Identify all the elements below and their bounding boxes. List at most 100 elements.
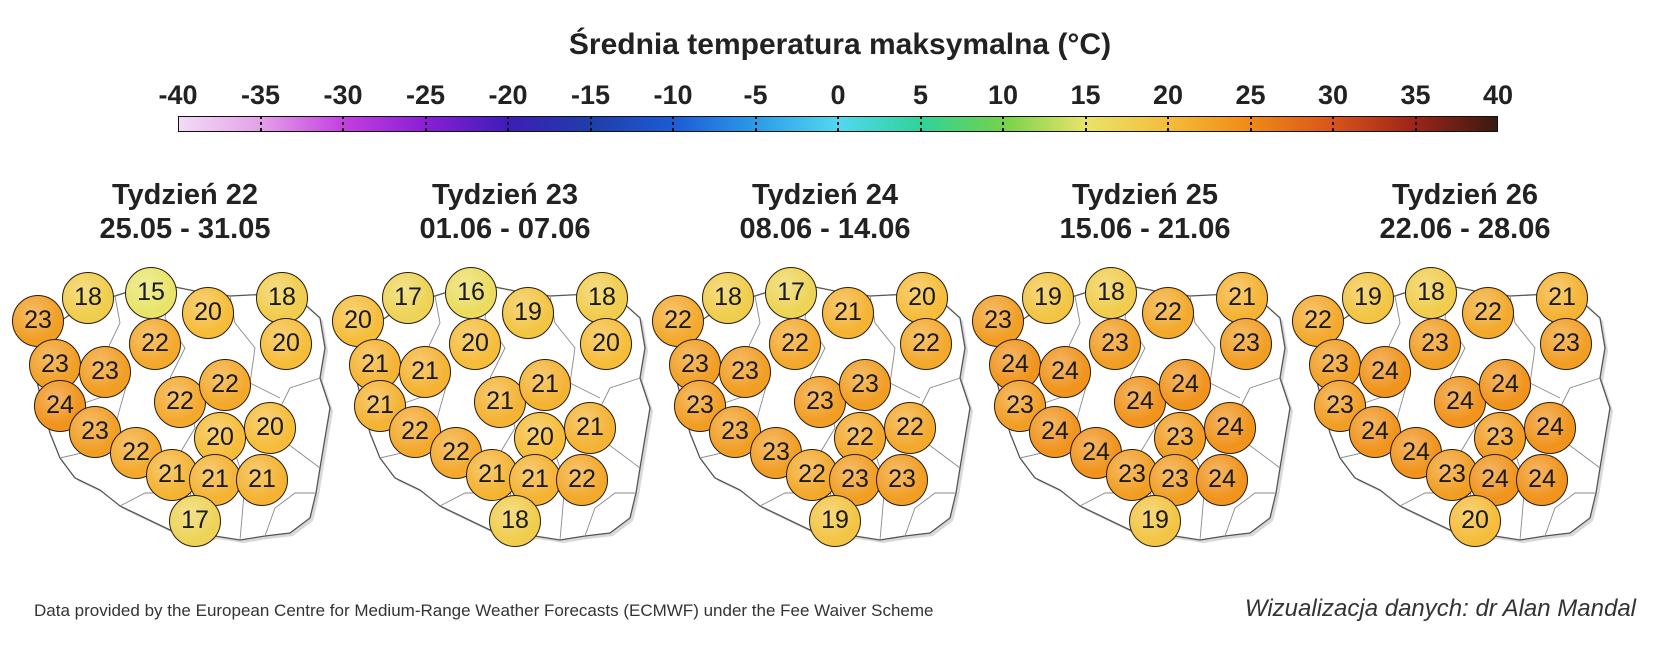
- colorbar-tick-label: -30: [323, 80, 363, 110]
- temperature-marker: 20: [244, 402, 296, 454]
- temperature-marker: 18: [1085, 267, 1137, 319]
- temperature-marker: 22: [199, 359, 251, 411]
- temperature-marker: 17: [169, 495, 221, 547]
- colorbar-tick-label: 30: [1317, 80, 1349, 110]
- data-source-note: Data provided by the European Centre for…: [34, 601, 934, 620]
- temperature-marker: 21: [466, 449, 518, 501]
- week-map-panel: Tydzień 23 01.06 - 07.06 17 16 18 20 19 20 20 21 2…: [332, 178, 670, 578]
- colorbar-tick-labels: -40 -35 -30 -25 -20 -15 -10 -5 0 5 10 15 20 25 30 35 40: [0, 0, 1680, 116]
- temperature-marker: 22: [1462, 287, 1514, 339]
- temperature-marker: 20: [1449, 495, 1501, 547]
- temperature-marker: 24: [1434, 376, 1486, 428]
- temperature-marker: 19: [1342, 272, 1394, 324]
- colorbar-tick-mark: [837, 116, 839, 132]
- colorbar-tick-mark: [919, 116, 922, 132]
- temperature-marker: 22: [129, 318, 181, 370]
- region-border: [264, 492, 316, 537]
- temperature-marker: 22: [154, 376, 206, 428]
- colorbar-tick-label: -20: [488, 80, 528, 110]
- colorbar-tick-mark: [1332, 116, 1334, 132]
- temperature-marker: 23: [719, 346, 771, 398]
- temperature-marker: 20: [580, 318, 632, 370]
- temperature-marker: 22: [900, 318, 952, 370]
- temperature-marker: 18: [62, 272, 114, 324]
- temperature-marker: 17: [382, 272, 434, 324]
- temperature-marker: 22: [1142, 287, 1194, 339]
- colorbar-tick-mark: [424, 116, 427, 132]
- temperature-marker: 20: [260, 318, 312, 370]
- week-dates: 25.05 - 31.05: [99, 213, 271, 245]
- temperature-marker: 23: [1149, 454, 1201, 506]
- temperature-marker: 22: [786, 449, 838, 501]
- temperature-marker: 18: [489, 495, 541, 547]
- temperature-marker: 24: [1039, 346, 1091, 398]
- region-border: [584, 492, 636, 537]
- temperature-marker: 24: [989, 339, 1041, 391]
- week-dates: 15.06 - 21.06: [1059, 213, 1231, 245]
- temperature-marker: 21: [146, 449, 198, 501]
- colorbar-tick-label: -10: [653, 80, 693, 110]
- temperature-marker: 22: [556, 454, 608, 506]
- temperature-marker: 24: [1359, 346, 1411, 398]
- page-title: Średnia temperatura maksymalna (°C): [568, 28, 1112, 61]
- colorbar-tick-mark: [1002, 116, 1004, 132]
- colorbar-tick-mark: [342, 116, 344, 132]
- temperature-marker: 23: [839, 359, 891, 411]
- temperature-marker: 23: [1426, 449, 1478, 501]
- temperature-marker: 24: [1204, 402, 1256, 454]
- week-map-panel: Tydzień 26 22.06 - 28.06 19 18 21 22 22 23 23 23 2…: [1292, 178, 1630, 578]
- colorbar-tick-mark: [507, 116, 509, 132]
- region-border: [1544, 492, 1596, 537]
- colorbar-tick-mark: [754, 116, 757, 132]
- temperature-marker: 18: [576, 272, 628, 324]
- temperature-marker: 19: [809, 495, 861, 547]
- temperature-marker: 24: [1479, 359, 1531, 411]
- week-label: Tydzień 25: [1071, 179, 1219, 211]
- colorbar-tick-label: 20: [1152, 80, 1184, 110]
- colorbar-tick-mark: [1414, 116, 1417, 132]
- temperature-marker: 19: [502, 287, 554, 339]
- colorbar-tick-mark: [1249, 116, 1252, 132]
- temperature-marker: 17: [765, 267, 817, 319]
- colorbar-tick-mark: [589, 116, 592, 132]
- temperature-marker: 23: [29, 339, 81, 391]
- colorbar-tick-label: 35: [1400, 80, 1431, 110]
- temperature-marker: 23: [1106, 449, 1158, 501]
- temperature-marker: 19: [1129, 495, 1181, 547]
- author-credit: Wizualizacja danych: dr Alan Mandal: [1244, 595, 1636, 622]
- temperature-marker: 21: [236, 454, 288, 506]
- temperature-marker: 24: [1196, 454, 1248, 506]
- colorbar-tick-mark: [259, 116, 262, 132]
- temperature-marker: 20: [182, 287, 234, 339]
- temperature-marker: 21: [519, 359, 571, 411]
- colorbar-tick-label: -15: [570, 80, 611, 110]
- temperature-marker: 24: [1516, 454, 1568, 506]
- temperature-marker: 23: [709, 406, 761, 458]
- week-label: Tydzień 23: [431, 179, 579, 211]
- temperature-marker: 23: [1220, 318, 1272, 370]
- week-dates: 08.06 - 14.06: [739, 213, 911, 245]
- temperature-marker: 23: [1540, 318, 1592, 370]
- temperature-marker: 23: [79, 346, 131, 398]
- colorbar-tick-label: 10: [987, 80, 1019, 110]
- temperature-marker: 19: [1022, 272, 1074, 324]
- temperature-marker: 21: [1536, 272, 1588, 324]
- colorbar-tick-label: -35: [240, 80, 281, 110]
- week-label: Tydzień 24: [751, 179, 899, 211]
- temperature-marker: 22: [769, 318, 821, 370]
- temperature-marker: 22: [1292, 295, 1344, 347]
- week-dates: 01.06 - 07.06: [419, 213, 591, 245]
- temperature-marker: 21: [1216, 272, 1268, 324]
- temperature-marker: 24: [1114, 376, 1166, 428]
- temperature-marker: 23: [1089, 318, 1141, 370]
- colorbar-tick-label: 15: [1070, 80, 1101, 110]
- temperature-marker: 23: [1409, 318, 1461, 370]
- temperature-marker: 22: [884, 402, 936, 454]
- colorbar-tick-label: -25: [405, 80, 446, 110]
- colorbar-tick-label: -40: [158, 80, 198, 110]
- temperature-marker: 22: [652, 295, 704, 347]
- week-map-panel: Tydzień 22 25.05 - 31.05 18 15 18 23 20 20 22 23 2…: [12, 178, 350, 578]
- week-map-panel: Tydzień 25 15.06 - 21.06 19 18 21 23 22 23 23 24 2…: [972, 178, 1310, 578]
- colorbar-tick-label: 0: [830, 80, 846, 110]
- colorbar-tick-mark: [1084, 116, 1087, 132]
